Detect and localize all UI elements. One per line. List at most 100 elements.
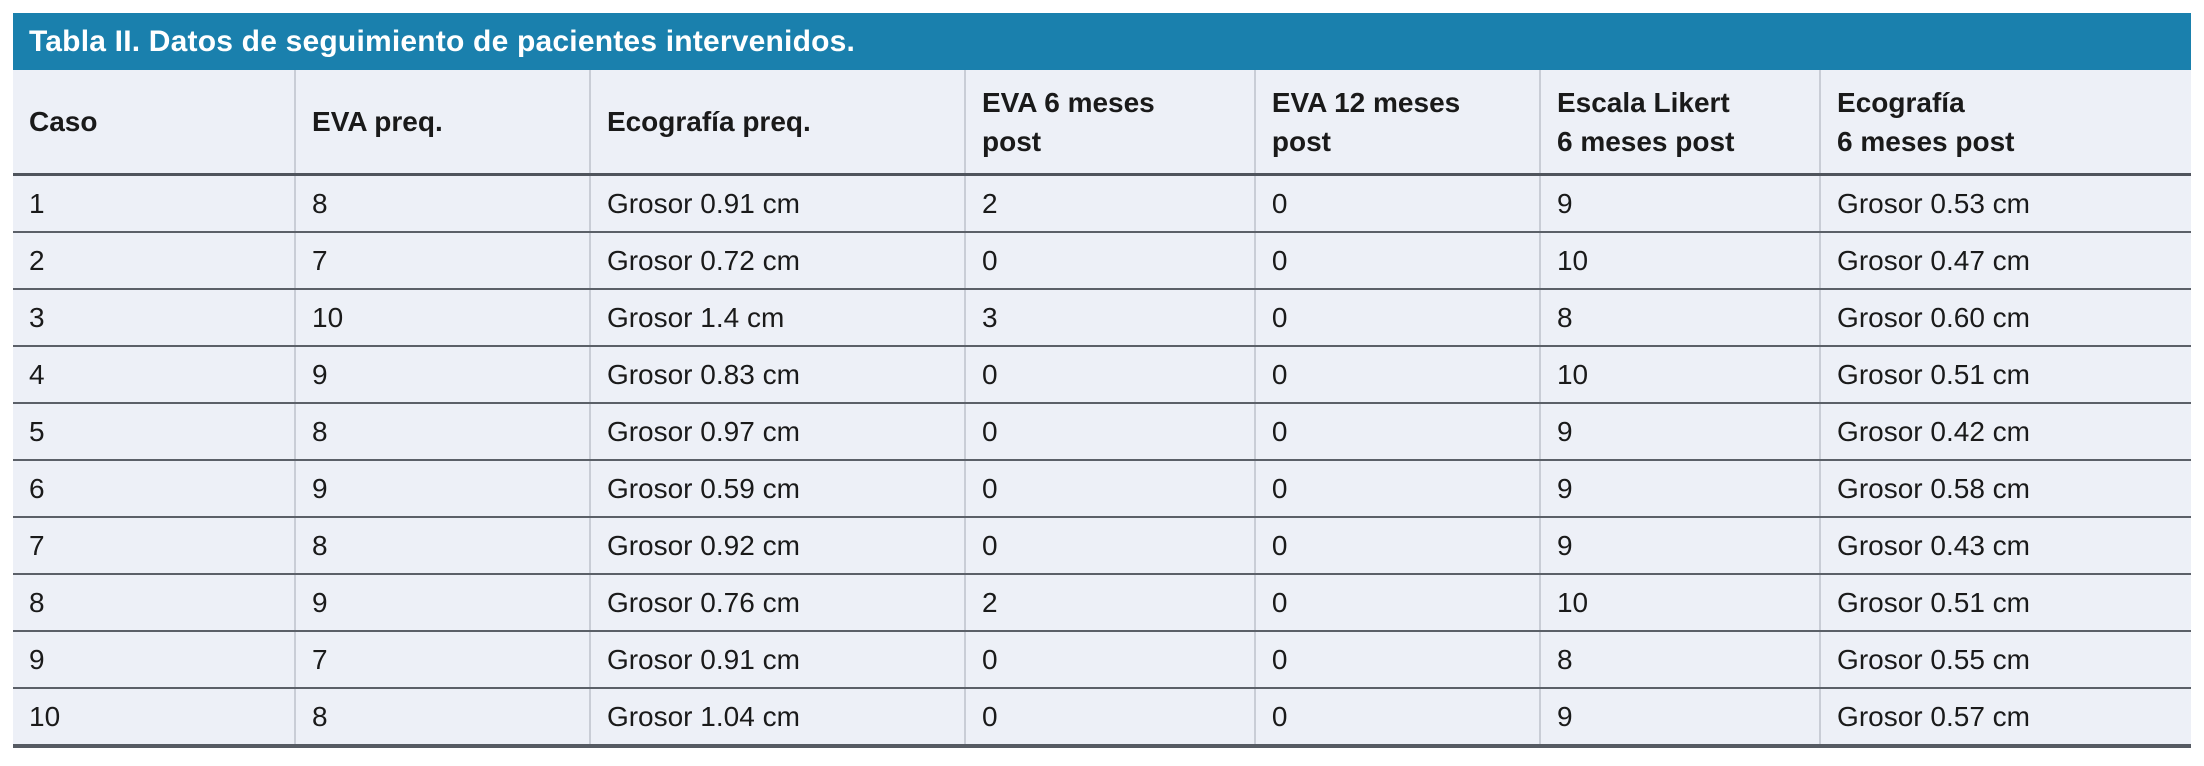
cell-eva-6m: 0 (963, 460, 1255, 518)
column-header-label: Ecografía preq. (606, 106, 811, 137)
cell-ecografia-6m: Grosor 0.47 cm (1819, 232, 2191, 290)
cell-ecografia-preq: Grosor 0.83 cm (588, 346, 965, 404)
table-row: 5 8 Grosor 0.97 cm 0 0 9 Grosor 0.42 cm (13, 403, 2191, 461)
column-header-eva-preq: EVA preq. (294, 70, 590, 176)
table-header-row: Caso EVA preq. Ecografía preq. EVA 6 mes… (13, 70, 2191, 176)
table-title: Tabla II. Datos de seguimiento de pacien… (29, 24, 856, 58)
cell-ecografia-6m: Grosor 0.60 cm (1819, 289, 2191, 347)
cell-ecografia-6m: Grosor 0.55 cm (1819, 631, 2191, 689)
column-header-escala-likert-6-meses-post: Escala Likert 6 meses post (1538, 70, 1821, 176)
table-row: 9 7 Grosor 0.91 cm 0 0 8 Grosor 0.55 cm (13, 631, 2191, 689)
cell-ecografia-preq: Grosor 0.92 cm (588, 517, 965, 575)
cell-caso: 2 (13, 232, 296, 290)
table-row: 10 8 Grosor 1.04 cm 0 0 9 Grosor 0.57 cm (13, 688, 2191, 748)
cell-ecografia-6m: Grosor 0.51 cm (1819, 346, 2191, 404)
cell-ecografia-preq: Grosor 0.91 cm (588, 631, 965, 689)
column-header-caso: Caso (13, 70, 296, 176)
table-title-bar: Tabla II. Datos de seguimiento de pacien… (13, 13, 2191, 70)
cell-ecografia-preq: Grosor 0.91 cm (588, 174, 965, 233)
cell-eva-12m: 0 (1253, 289, 1540, 347)
cell-likert-6m: 9 (1538, 403, 1821, 461)
cell-ecografia-6m: Grosor 0.58 cm (1819, 460, 2191, 518)
cell-ecografia-6m: Grosor 0.43 cm (1819, 517, 2191, 575)
column-header-label: Ecografía (1837, 86, 1965, 118)
cell-eva-12m: 0 (1253, 232, 1540, 290)
cell-likert-6m: 9 (1538, 174, 1821, 233)
cell-caso: 5 (13, 403, 296, 461)
table-card: Tabla II. Datos de seguimiento de pacien… (13, 13, 2191, 748)
cell-eva-preq: 8 (294, 174, 590, 233)
followup-table: Caso EVA preq. Ecografía preq. EVA 6 mes… (13, 70, 2191, 748)
cell-ecografia-6m: Grosor 0.51 cm (1819, 574, 2191, 632)
cell-eva-6m: 2 (963, 574, 1255, 632)
cell-eva-preq: 9 (294, 460, 590, 518)
cell-eva-6m: 0 (963, 631, 1255, 689)
cell-eva-6m: 0 (963, 232, 1255, 290)
cell-ecografia-6m: Grosor 0.42 cm (1819, 403, 2191, 461)
table-row: 8 9 Grosor 0.76 cm 2 0 10 Grosor 0.51 cm (13, 574, 2191, 632)
column-header-ecografia-preq: Ecografía preq. (588, 70, 965, 176)
cell-likert-6m: 9 (1538, 688, 1821, 748)
column-header-label: Escala Likert (1556, 86, 1730, 118)
cell-eva-preq: 8 (294, 517, 590, 575)
cell-eva-6m: 0 (963, 403, 1255, 461)
cell-eva-12m: 0 (1253, 688, 1540, 748)
cell-likert-6m: 10 (1538, 232, 1821, 290)
cell-caso: 10 (13, 688, 296, 748)
cell-eva-12m: 0 (1253, 460, 1540, 518)
cell-likert-6m: 8 (1538, 631, 1821, 689)
cell-ecografia-6m: Grosor 0.57 cm (1819, 688, 2191, 748)
column-header-label: EVA preq. (312, 106, 443, 137)
column-header-label: EVA 12 meses (1271, 86, 1461, 118)
cell-caso: 8 (13, 574, 296, 632)
table-row: 2 7 Grosor 0.72 cm 0 0 10 Grosor 0.47 cm (13, 232, 2191, 290)
column-header-label: Caso (29, 106, 98, 137)
cell-eva-6m: 0 (963, 517, 1255, 575)
cell-eva-12m: 0 (1253, 403, 1540, 461)
cell-likert-6m: 8 (1538, 289, 1821, 347)
cell-caso: 4 (13, 346, 296, 404)
cell-eva-6m: 0 (963, 346, 1255, 404)
cell-ecografia-preq: Grosor 0.59 cm (588, 460, 965, 518)
cell-eva-preq: 7 (294, 232, 590, 290)
column-header-label: EVA 6 meses (981, 86, 1155, 118)
cell-eva-6m: 3 (963, 289, 1255, 347)
table-row: 4 9 Grosor 0.83 cm 0 0 10 Grosor 0.51 cm (13, 346, 2191, 404)
cell-caso: 7 (13, 517, 296, 575)
cell-eva-12m: 0 (1253, 346, 1540, 404)
cell-eva-preq: 8 (294, 688, 590, 748)
cell-caso: 3 (13, 289, 296, 347)
column-header-eva-12-meses-post: EVA 12 meses post (1253, 70, 1540, 176)
cell-ecografia-preq: Grosor 1.04 cm (588, 688, 965, 748)
table-row: 1 8 Grosor 0.91 cm 2 0 9 Grosor 0.53 cm (13, 174, 2191, 233)
cell-eva-6m: 2 (963, 174, 1255, 233)
cell-eva-12m: 0 (1253, 574, 1540, 632)
cell-ecografia-preq: Grosor 1.4 cm (588, 289, 965, 347)
cell-eva-preq: 7 (294, 631, 590, 689)
cell-eva-preq: 8 (294, 403, 590, 461)
cell-ecografia-6m: Grosor 0.53 cm (1819, 174, 2191, 233)
cell-likert-6m: 10 (1538, 346, 1821, 404)
cell-eva-12m: 0 (1253, 517, 1540, 575)
cell-eva-preq: 9 (294, 346, 590, 404)
cell-eva-preq: 10 (294, 289, 590, 347)
cell-likert-6m: 9 (1538, 517, 1821, 575)
cell-ecografia-preq: Grosor 0.97 cm (588, 403, 965, 461)
table-row: 7 8 Grosor 0.92 cm 0 0 9 Grosor 0.43 cm (13, 517, 2191, 575)
cell-likert-6m: 9 (1538, 460, 1821, 518)
table-row: 3 10 Grosor 1.4 cm 3 0 8 Grosor 0.60 cm (13, 289, 2191, 347)
cell-ecografia-preq: Grosor 0.72 cm (588, 232, 965, 290)
table-row: 6 9 Grosor 0.59 cm 0 0 9 Grosor 0.58 cm (13, 460, 2191, 518)
cell-eva-12m: 0 (1253, 174, 1540, 233)
column-header-eva-6-meses-post: EVA 6 meses post (963, 70, 1255, 176)
cell-ecografia-preq: Grosor 0.76 cm (588, 574, 965, 632)
cell-likert-6m: 10 (1538, 574, 1821, 632)
column-header-ecografia-6-meses-post: Ecografía 6 meses post (1819, 70, 2191, 176)
cell-caso: 9 (13, 631, 296, 689)
cell-caso: 6 (13, 460, 296, 518)
cell-caso: 1 (13, 174, 296, 233)
cell-eva-preq: 9 (294, 574, 590, 632)
cell-eva-12m: 0 (1253, 631, 1540, 689)
cell-eva-6m: 0 (963, 688, 1255, 748)
